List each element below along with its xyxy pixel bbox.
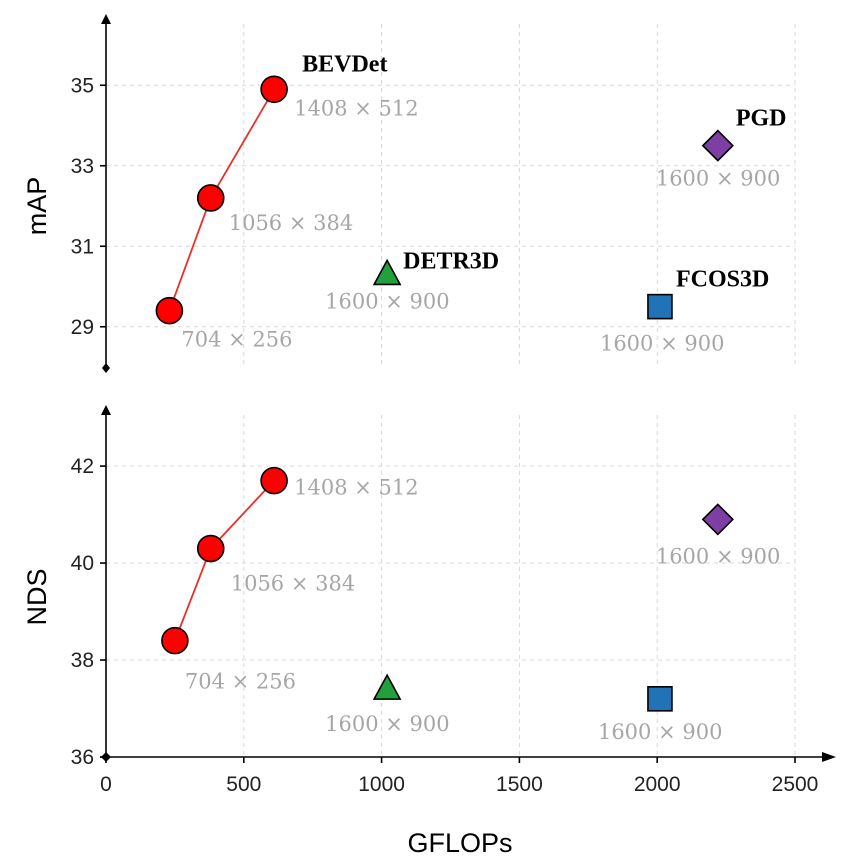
y-tick-label: 31 [71,235,94,258]
y-tick-label: 38 [71,649,94,672]
resolution-label: 1056 × 384 [231,572,355,596]
x-tick-label: 1000 [358,773,405,796]
bevdet-map-point [196,184,225,212]
resolution-label: 1600 × 900 [598,720,722,744]
y-tick-label: 42 [71,455,94,478]
x-axis-arrow [822,752,836,762]
x-axis-label: GFLOPs [407,828,512,858]
resolution-label: 1600 × 900 [600,332,724,356]
method-label-bevdet: BEVDet [302,51,387,77]
series-0-nds-point [196,534,225,563]
resolution-label: 1408 × 512 [294,96,418,120]
series-2-nds-point [647,686,673,712]
y-axis-end-marker [102,363,110,373]
x-tick-label: 0 [100,773,112,796]
resolution-label: 1600 × 900 [325,712,449,736]
resolution-label: 1600 × 900 [656,167,780,191]
series-0-nds-point [260,466,288,495]
nds-axis-label: NDS [22,568,52,625]
detr3d-map-point [372,258,402,286]
resolution-label: 704 × 256 [185,670,296,694]
y-tick-label: 36 [71,746,94,769]
y-tick-label: 33 [71,155,94,178]
resolution-label: 1600 × 900 [325,289,449,313]
y-tick-label: 40 [71,552,94,575]
series-line [174,480,275,641]
method-label-pgd: PGD [736,106,787,132]
series-0-nds-point [161,626,189,655]
x-tick-label: 500 [226,773,261,796]
x-tick-label: 2000 [634,773,681,796]
series-3-nds-point [701,503,734,536]
resolution-label: 704 × 256 [181,328,292,352]
series-1-nds-point [372,673,402,700]
method-label-fcos3d: FCOS3D [676,267,769,293]
x-tick-label: 1500 [496,773,543,796]
resolution-label: 1056 × 384 [229,211,353,235]
pgd-map-point [701,129,734,162]
resolution-label: 1600 × 900 [656,544,780,568]
y-axis-arrow [101,14,111,24]
y-tick-label: 35 [71,74,94,97]
fcos3d-map-point [647,293,673,320]
map-axis-label: mAP [22,177,52,236]
y-axis-arrow [101,405,111,415]
resolution-label: 1408 × 512 [294,476,418,500]
bevdet-map-point [155,296,184,325]
x-tick-label: 2500 [772,773,819,796]
method-label-detr3d: DETR3D [403,248,499,274]
bevdet-map-point [260,75,288,104]
y-tick-label: 29 [71,316,94,339]
